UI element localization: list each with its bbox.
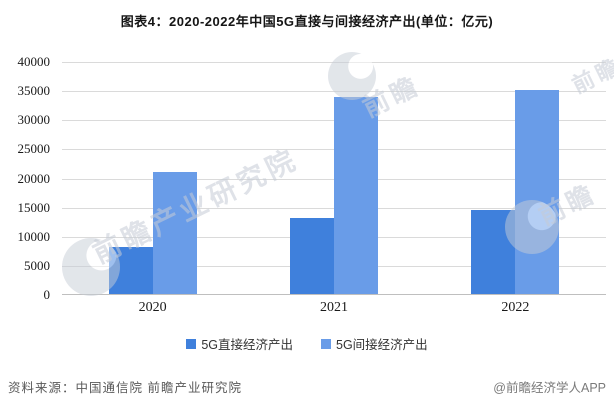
x-tick-label-2021: 2021	[320, 300, 348, 315]
credit-text: @前瞻经济学人APP	[493, 381, 606, 395]
legend-item-direct: 5G直接经济产出	[186, 334, 293, 353]
bar-direct-2022	[471, 209, 516, 294]
legend-label-indirect: 5G间接经济产出	[336, 338, 428, 352]
x-axis-line	[62, 294, 606, 295]
y-tick-label-30000: 30000	[17, 112, 51, 128]
bar-indirect-2022	[515, 90, 560, 294]
x-tick-label-2022: 2022	[501, 300, 530, 315]
y-tick-label-35000: 35000	[17, 83, 51, 99]
source-text: 资料来源：中国通信院 前瞻产业研究院	[8, 381, 242, 395]
y-tick-label-15000: 15000	[17, 199, 51, 215]
legend-swatch-indirect	[321, 338, 331, 349]
y-tick-label-40000: 40000	[17, 54, 51, 69]
gridline-40000	[62, 62, 606, 63]
bar-direct-2021	[290, 218, 334, 294]
bar-indirect-2021	[334, 97, 378, 294]
legend-item-indirect: 5G间接经济产出	[321, 334, 428, 353]
bar-indirect-2020	[152, 171, 197, 294]
plot-area	[62, 62, 606, 295]
chart-title: 图表4：2020-2022年中国5G直接与间接经济产出(单位：亿元)	[120, 14, 494, 29]
y-tick-label-10000: 10000	[17, 228, 51, 244]
bar-direct-2020	[108, 246, 153, 294]
y-tick-label-25000: 25000	[17, 141, 51, 157]
x-axis: 2020 2021 2022	[62, 300, 606, 320]
y-tick-label-20000: 20000	[17, 170, 51, 186]
y-axis: 0 5000 10000 15000 20000 25000 30000 35000 40000	[0, 54, 56, 302]
y-tick-label-5000: 5000	[24, 257, 50, 273]
legend-label-direct: 5G直接经济产出	[201, 338, 293, 352]
legend: 5G直接经济产出 5G间接经济产出	[0, 334, 614, 353]
y-tick-label-0: 0	[43, 287, 51, 302]
legend-swatch-direct	[186, 338, 197, 349]
x-tick-label-2020: 2020	[138, 300, 167, 315]
